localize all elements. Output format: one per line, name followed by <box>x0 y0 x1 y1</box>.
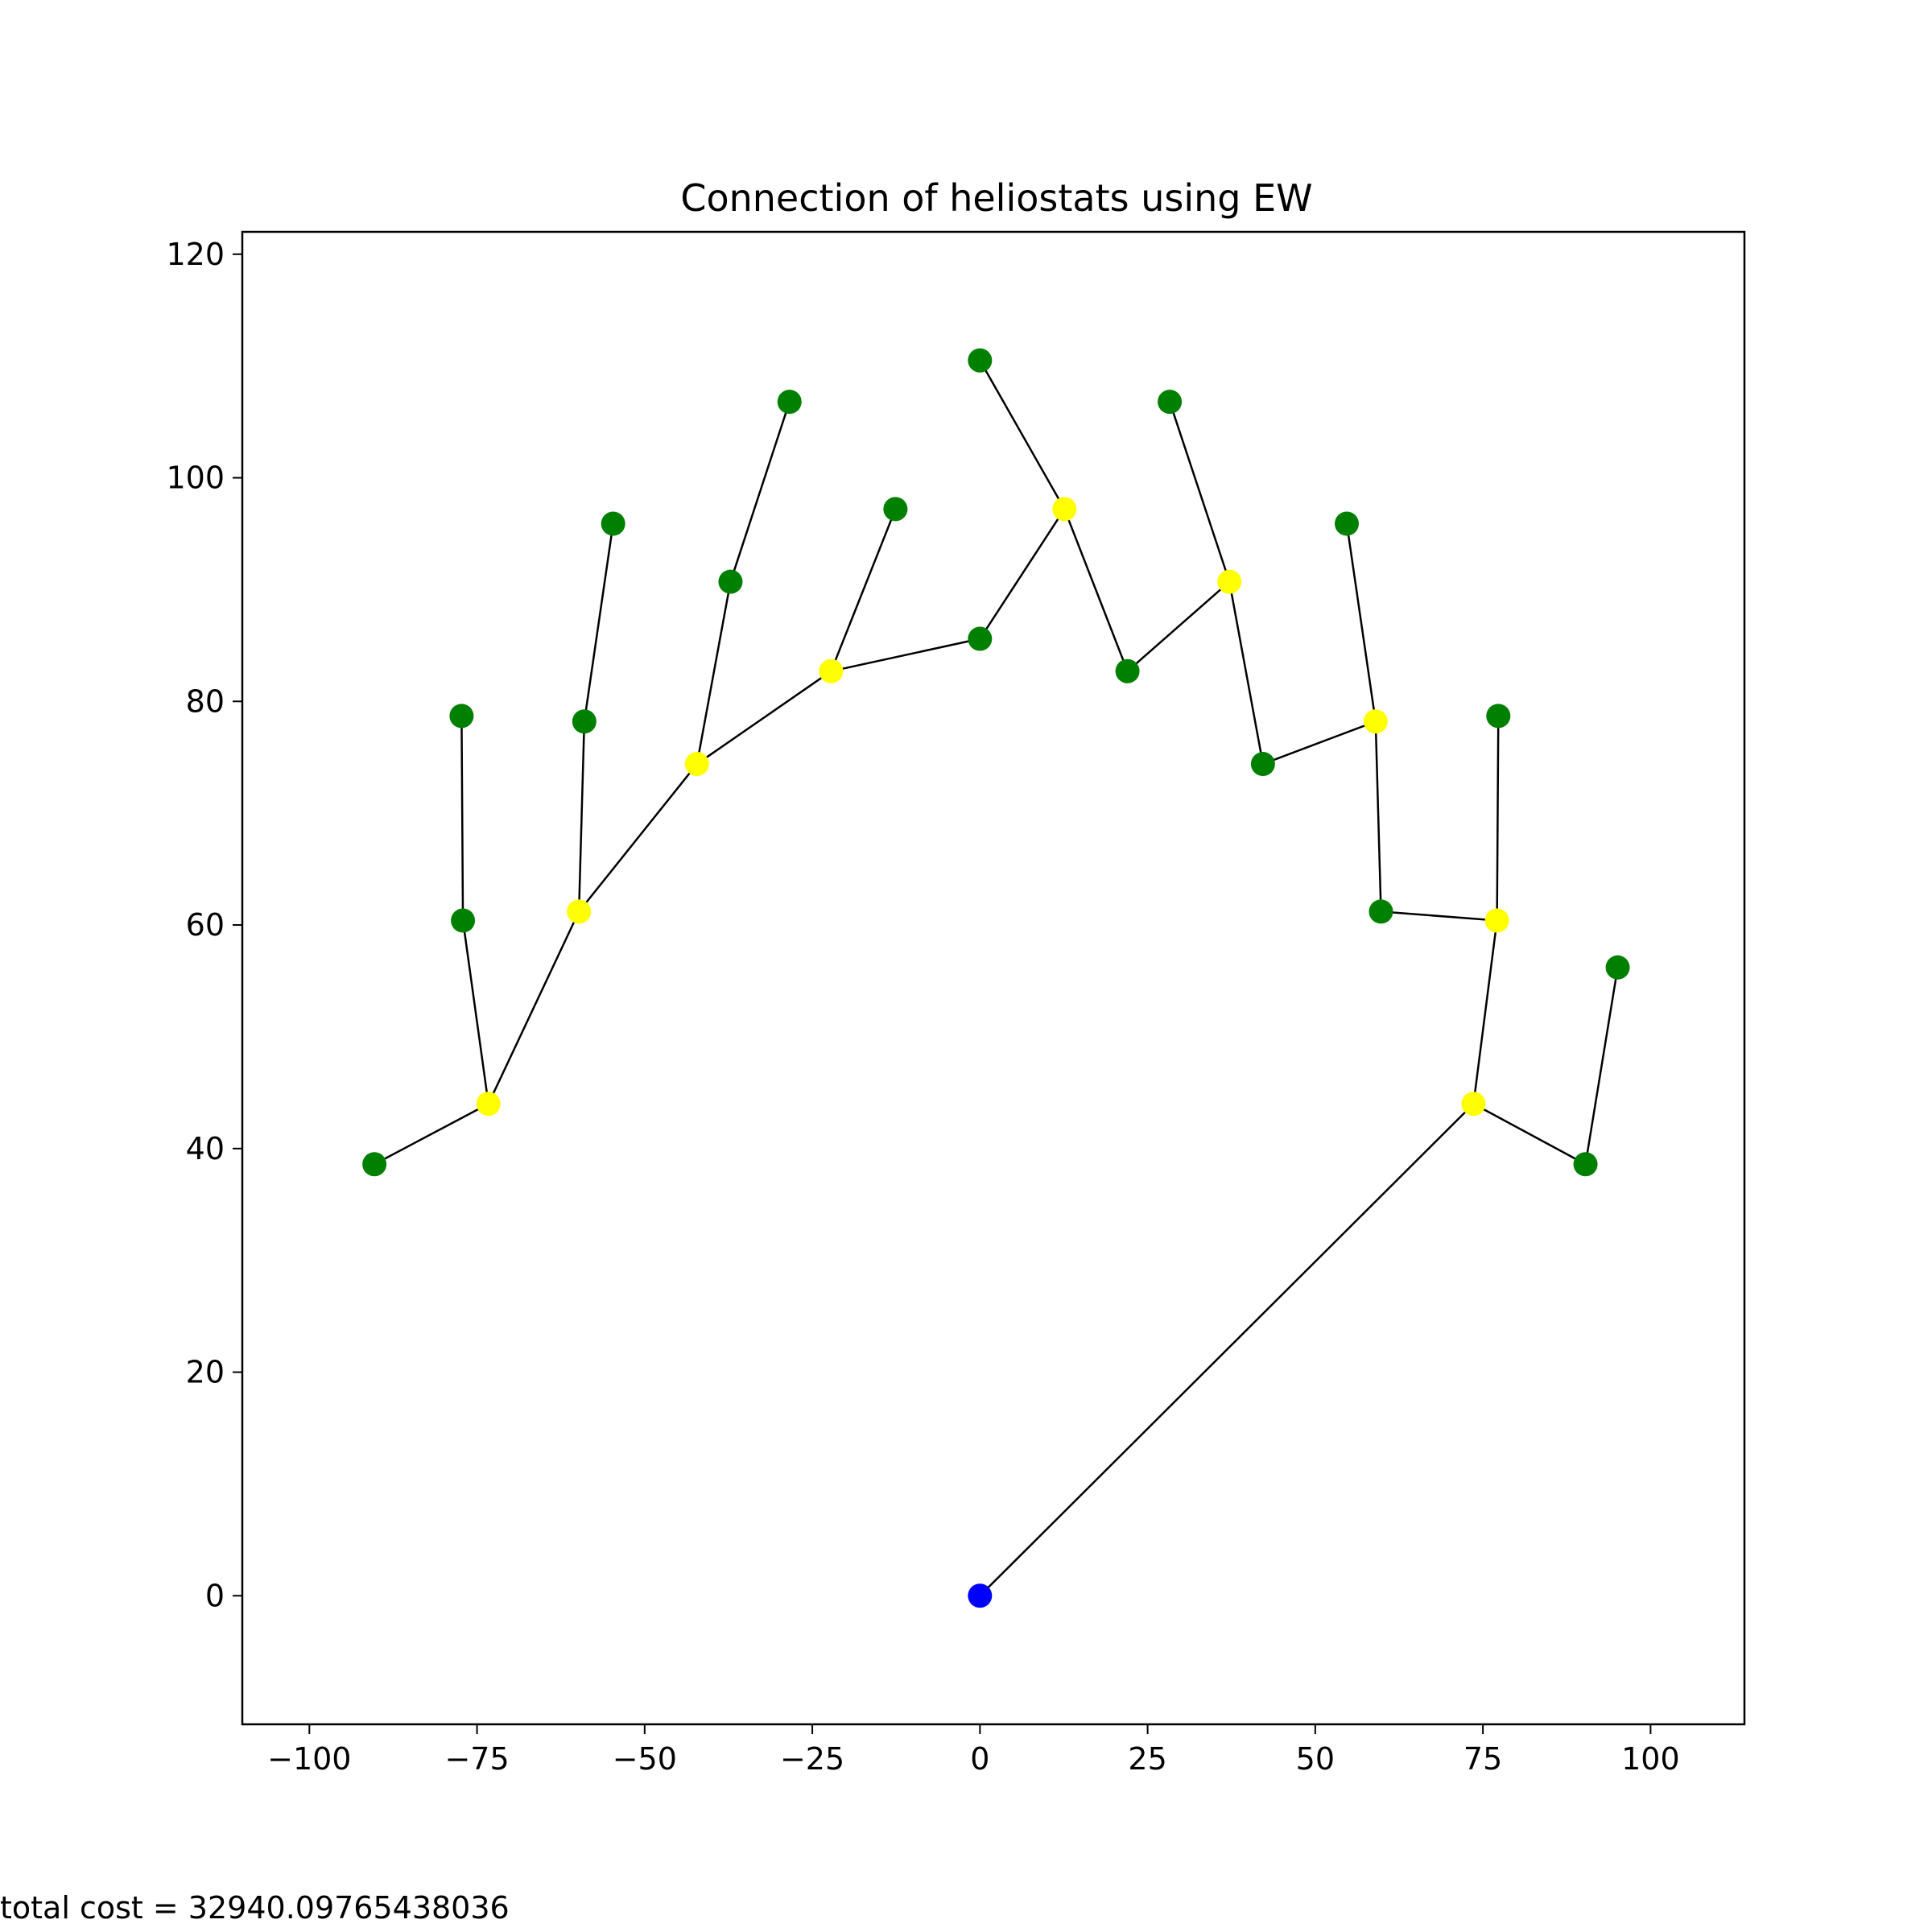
edge-24-23 <box>1496 716 1500 921</box>
heliostat-point-27 <box>1605 955 1630 980</box>
y-tick-label: 80 <box>186 683 225 719</box>
chart-title: Connection of heliostats using EW <box>680 176 1312 220</box>
edge-21-22 <box>1374 721 1382 912</box>
y-tick-label: 20 <box>186 1355 225 1390</box>
heliostat-point-8 <box>684 752 709 777</box>
heliostat-point-23 <box>1486 704 1511 729</box>
heliostat-point-10 <box>777 390 802 415</box>
y-tick-label: 120 <box>166 237 225 272</box>
heliostat-point-3 <box>451 908 476 933</box>
heliostat-point-11 <box>819 658 844 683</box>
heliostat-point-19 <box>1250 752 1275 777</box>
heliostat-point-7 <box>601 511 625 536</box>
edge-6-7 <box>583 523 614 722</box>
edge-5-6 <box>577 721 586 912</box>
x-tick-label: 25 <box>1128 1741 1166 1777</box>
edge-19-21 <box>1262 720 1377 766</box>
x-tick-label: −100 <box>267 1741 351 1777</box>
heliostat-point-21 <box>1363 709 1388 734</box>
edge-24-25 <box>1472 920 1498 1104</box>
node-layer <box>362 348 1630 1608</box>
y-axis: 0 20 40 60 80 100 120 <box>166 237 242 1613</box>
y-tick-label: 0 <box>205 1578 225 1613</box>
edge-15-14 <box>979 360 1066 510</box>
edge-13-15 <box>979 508 1066 640</box>
edge-25-0 <box>979 1103 1475 1597</box>
edge-26-27 <box>1584 967 1619 1165</box>
x-tick-label: 75 <box>1463 1741 1502 1777</box>
edge-11-13 <box>831 638 980 673</box>
y-tick-label: 40 <box>186 1131 225 1166</box>
edge-3-4 <box>460 716 464 921</box>
edge-8-9 <box>696 581 732 765</box>
heliostat-point-16 <box>1115 658 1140 683</box>
edge-1-2 <box>374 1103 489 1166</box>
heliostat-point-9 <box>718 569 743 594</box>
y-tick-label: 100 <box>166 460 225 496</box>
heliostat-point-25 <box>1461 1092 1486 1117</box>
heliostat-point-15 <box>1052 497 1077 522</box>
edge-16-18 <box>1126 580 1231 672</box>
edge-8-11 <box>696 670 832 766</box>
heliostat-point-14 <box>968 348 993 373</box>
heliostat-point-6 <box>572 709 597 734</box>
x-tick-label: 50 <box>1296 1741 1335 1777</box>
edge-15-16 <box>1063 508 1129 672</box>
x-axis: −100 −75 −50 −25 0 25 50 75 100 <box>267 1724 1680 1777</box>
edge-21-20 <box>1345 523 1377 722</box>
heliostat-point-2 <box>476 1092 501 1117</box>
edge-9-10 <box>729 401 791 583</box>
heliostat-point-24 <box>1484 908 1509 933</box>
x-tick-label: −75 <box>444 1741 509 1777</box>
x-tick-label: 100 <box>1621 1741 1680 1777</box>
edge-5-8 <box>578 763 698 913</box>
edge-2-3 <box>461 920 489 1104</box>
heliostat-point-18 <box>1217 569 1242 594</box>
edge-11-12 <box>830 508 897 672</box>
heliostat-point-20 <box>1335 511 1360 536</box>
heliostat-point-12 <box>883 497 908 522</box>
heliostat-point-13 <box>968 626 993 651</box>
edge-18-17 <box>1168 401 1231 583</box>
heliostat-point-1 <box>362 1152 387 1177</box>
x-tick-label: −25 <box>780 1741 844 1777</box>
receiver-point <box>968 1583 993 1608</box>
edge-25-26 <box>1472 1103 1587 1166</box>
heliostat-point-5 <box>567 899 592 924</box>
plot-area-frame <box>241 230 1746 1726</box>
edge-22-24 <box>1381 910 1497 922</box>
y-tick-label: 60 <box>186 907 225 943</box>
edge-18-19 <box>1228 581 1265 765</box>
heliostat-point-22 <box>1368 899 1393 924</box>
edge-2-5 <box>487 910 580 1104</box>
heliostat-point-26 <box>1573 1152 1598 1177</box>
heliostat-point-4 <box>449 704 474 729</box>
edge-layer <box>374 360 1619 1597</box>
heliostat-point-17 <box>1158 390 1183 415</box>
x-tick-label: 0 <box>970 1741 989 1777</box>
x-tick-label: −50 <box>613 1741 677 1777</box>
total-cost-label: total cost = 32940.09765438036 <box>0 1890 510 1926</box>
